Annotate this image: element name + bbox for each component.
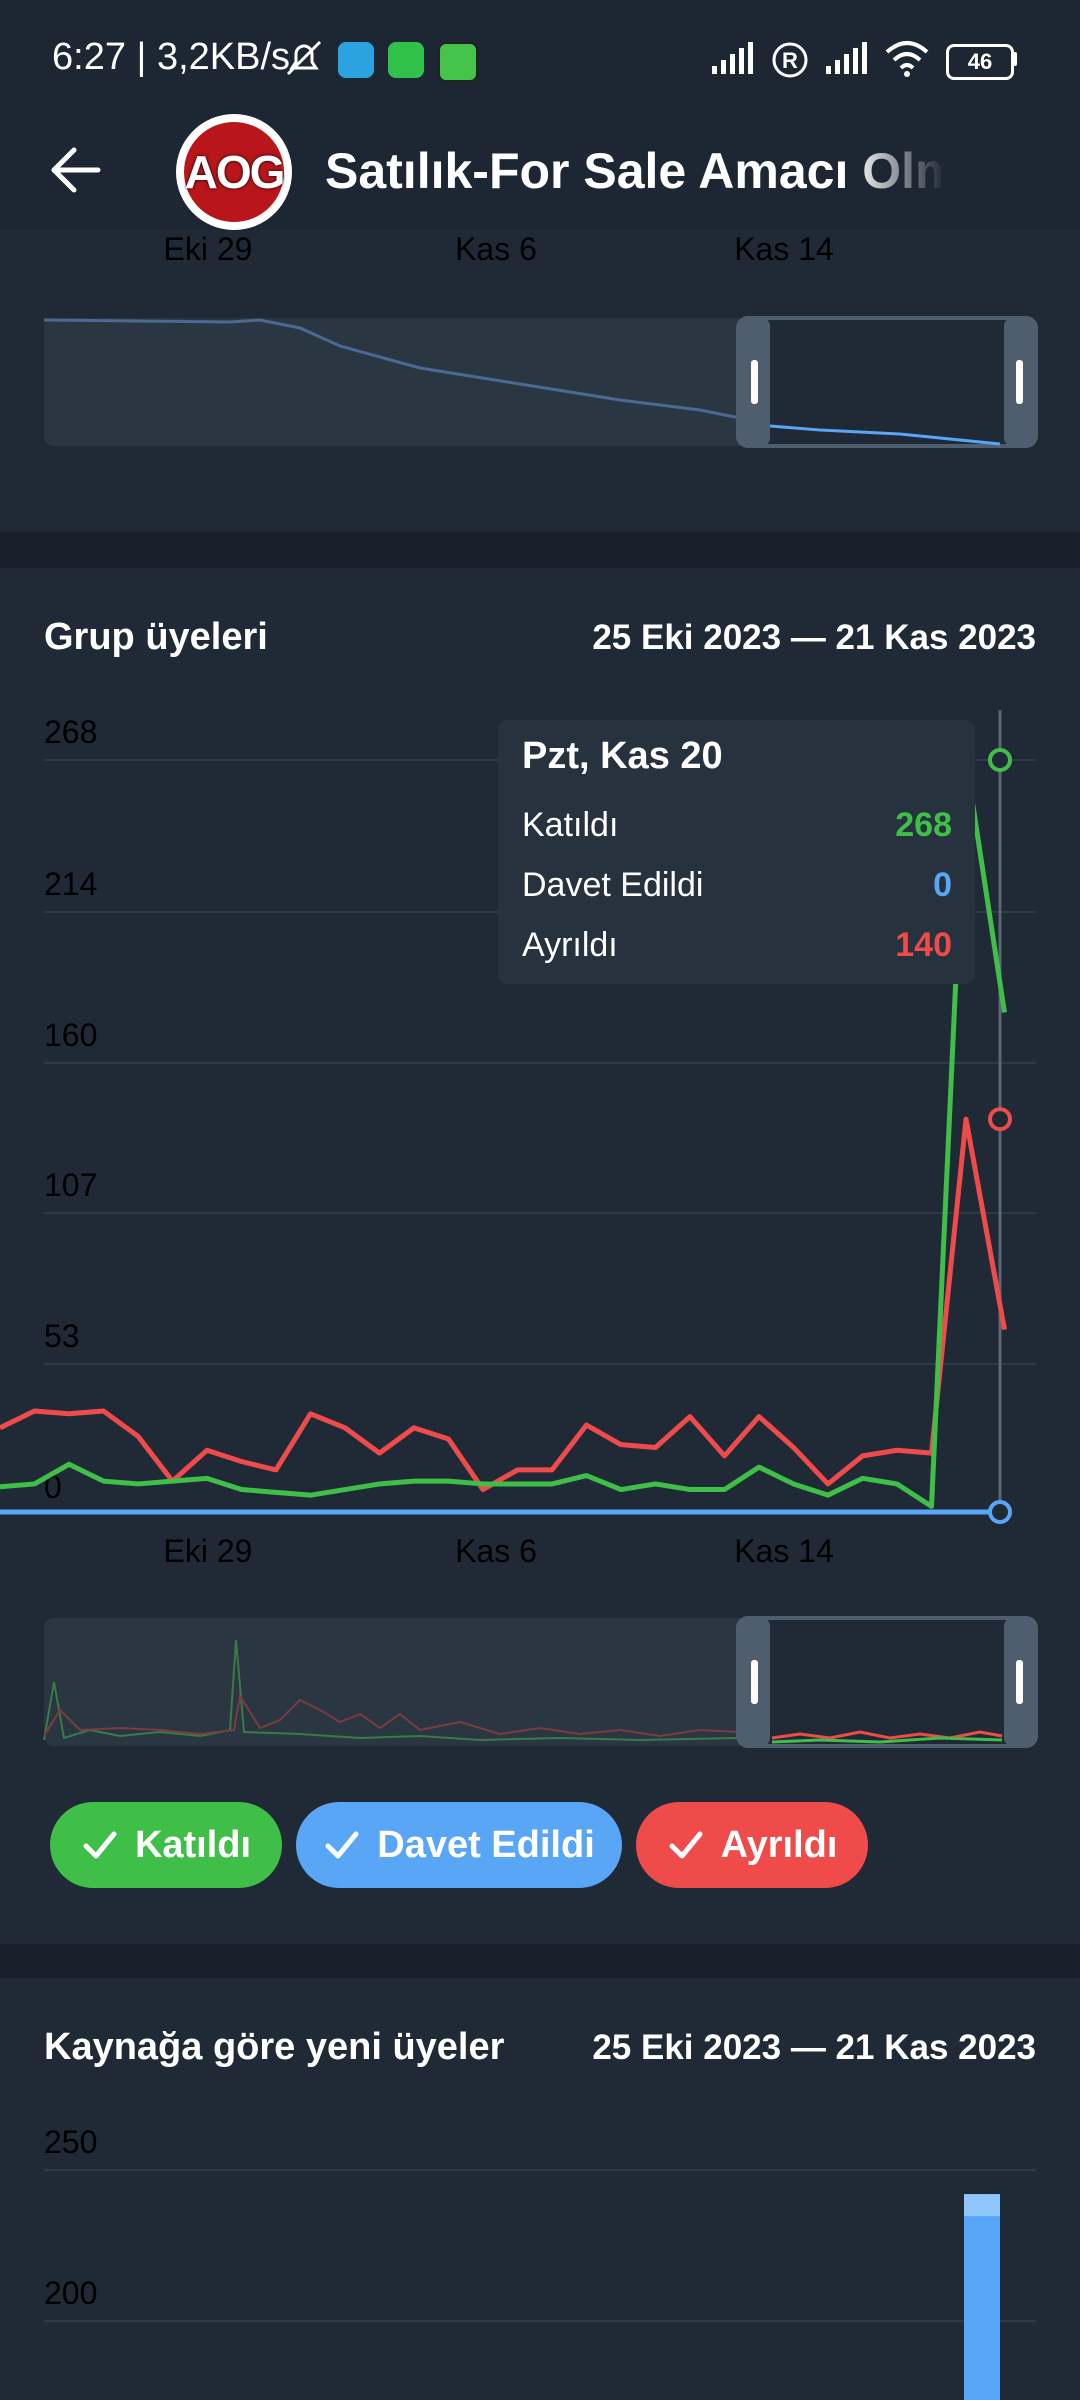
navigator-selected-left: [771, 1730, 1003, 1740]
top-x-tick: Kas 6: [455, 231, 537, 267]
top-x-tick: Kas 14: [734, 231, 834, 267]
navigator-grip-left: [751, 1660, 758, 1704]
tooltip-label: Davet Edildi: [522, 866, 704, 904]
battery-tip: [1012, 52, 1017, 66]
tooltip-date: Pzt, Kas 20: [522, 735, 723, 777]
highlight-point-1: [988, 1500, 1012, 1524]
sources-card: [0, 1978, 1080, 2400]
y-tick-label: 200: [44, 2275, 97, 2311]
legend-chip-joined[interactable]: Katıldı: [50, 1802, 282, 1888]
tooltip-label: Ayrıldı: [522, 926, 618, 964]
sources-date-range[interactable]: 25 Eki 2023 — 21 Kas 2023: [592, 2028, 1036, 2067]
y-tick-label: 250: [44, 2124, 97, 2160]
avatar-logo-text: AOG: [184, 146, 286, 198]
check-icon: [325, 1831, 359, 1859]
status-bar: 6:27 | 3,2KB/s R 46: [0, 0, 1080, 120]
navigator-selected-joined: [771, 1736, 1003, 1744]
check-icon: [669, 1831, 703, 1859]
status-time-speed: 6:27 | 3,2KB/s: [52, 36, 291, 78]
y-tick-label: 107: [44, 1167, 97, 1203]
tooltip-row-joined: Katıldı 268: [522, 806, 952, 845]
source-bar-cap: [964, 2194, 1000, 2217]
legend-chip-invited[interactable]: Davet Edildi: [296, 1802, 622, 1888]
sources-title: Kaynağa göre yeni üyeler: [44, 2026, 505, 2068]
section-divider: [0, 1944, 1080, 1978]
top-handle-grip-left: [751, 360, 758, 404]
tooltip-label: Katıldı: [522, 806, 619, 844]
group-title: Satılık-For Sale Amacı Olma: [325, 143, 945, 199]
app-k-icon: [438, 42, 478, 82]
tooltip-row-invited: Davet Edildi 0: [522, 866, 952, 905]
x-tick-label: Kas 6: [455, 1533, 537, 1569]
y-tick-label: 214: [44, 866, 97, 902]
x-tick-label: Eki 29: [164, 1533, 253, 1569]
tooltip-row-left: Ayrıldı 140: [522, 926, 952, 965]
tooltip-value: 0: [933, 866, 952, 904]
signal-icon-2: [826, 42, 867, 74]
y-tick-label: 268: [44, 714, 97, 750]
check-icon: [83, 1831, 117, 1859]
whatsapp-icon: [388, 42, 424, 78]
y-tick-label: 160: [44, 1017, 97, 1053]
source-bar[interactable]: [964, 2194, 1000, 2400]
navigator-grip-right: [1016, 1660, 1023, 1704]
legend-chip-label: Davet Edildi: [377, 1823, 595, 1866]
registered-icon: R: [772, 42, 808, 78]
members-navigator[interactable]: [0, 1610, 1080, 1760]
telegram-icon: [338, 42, 374, 78]
y-tick-label: 53: [44, 1318, 80, 1354]
group-avatar[interactable]: AOG: [176, 114, 292, 230]
legend-chip-label: Ayrıldı: [720, 1823, 838, 1866]
mute-bell-icon: [286, 40, 322, 76]
navigator-line-joined: [43, 1639, 739, 1742]
members-line-chart[interactable]: 268 214 160 107 53 0 Eki 29 Kas 6 Kas 14: [0, 700, 1080, 1580]
x-tick-label: Kas 14: [734, 1533, 834, 1569]
series-line-2: [0, 1116, 1007, 1493]
wifi-icon: [885, 41, 929, 77]
series-line-0: [0, 757, 1007, 1509]
top-navigator-selected-line: [769, 424, 1001, 446]
section-divider: [0, 532, 1080, 568]
previous-chart: Eki 29 Kas 6 Kas 14: [43, 231, 1038, 448]
chart-tooltip: [498, 720, 975, 984]
tooltip-value: 268: [895, 806, 952, 844]
legend-chip-label: Katıldı: [134, 1823, 252, 1866]
highlight-point-2: [988, 1107, 1012, 1132]
svg-text:R: R: [782, 48, 798, 73]
sources-bar-chart[interactable]: 250 200: [0, 2100, 1080, 2400]
members-date-range[interactable]: 25 Eki 2023 — 21 Kas 2023: [592, 618, 1036, 657]
signal-icon-1: [712, 42, 753, 74]
legend-chip-left[interactable]: Ayrıldı: [636, 1802, 868, 1888]
tooltip-value: 140: [895, 926, 952, 964]
battery-level: 46: [967, 49, 993, 74]
highlight-point-0: [988, 748, 1012, 772]
top-handle-grip-right: [1016, 360, 1023, 404]
members-title: Grup üyeleri: [44, 616, 268, 658]
navigator-line-left: [43, 1693, 739, 1738]
back-arrow-icon[interactable]: [48, 146, 104, 194]
navigator-window[interactable]: [736, 1616, 1038, 1748]
battery-icon: 46: [946, 44, 1014, 80]
top-x-tick: Eki 29: [164, 231, 253, 267]
